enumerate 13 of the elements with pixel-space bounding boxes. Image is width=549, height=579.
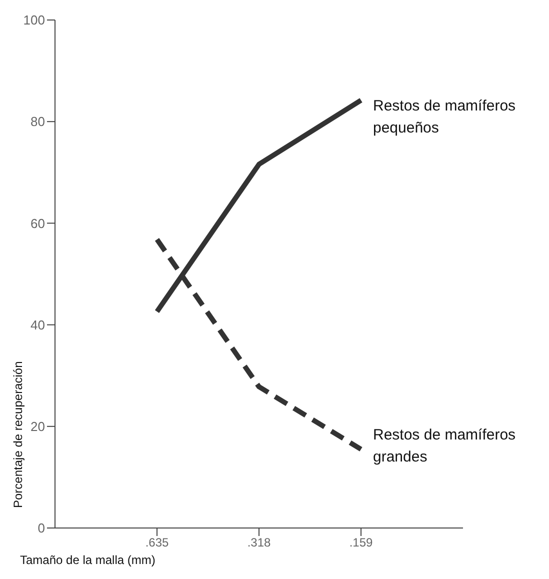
series-label: Restos de mamíferos grandes xyxy=(373,426,516,466)
y-tick-label: 60 xyxy=(30,216,45,231)
y-tick-label: 20 xyxy=(30,419,45,434)
series-label: Restos de mamíferos pequeños xyxy=(373,97,516,136)
x-axis-title: Tamaño de la malla (mm) xyxy=(20,553,156,567)
y-tick-label: 100 xyxy=(23,12,45,28)
y-tick-label: 40 xyxy=(30,317,45,332)
y-axis-title: Porcentaje de recuperación xyxy=(11,361,25,508)
x-tick-label: .318 xyxy=(247,536,271,550)
y-tick-label: 80 xyxy=(30,114,45,130)
y-tick-label: 0 xyxy=(38,520,45,536)
x-tick-label: .635 xyxy=(145,536,169,550)
x-tick-label: .159 xyxy=(349,536,373,550)
